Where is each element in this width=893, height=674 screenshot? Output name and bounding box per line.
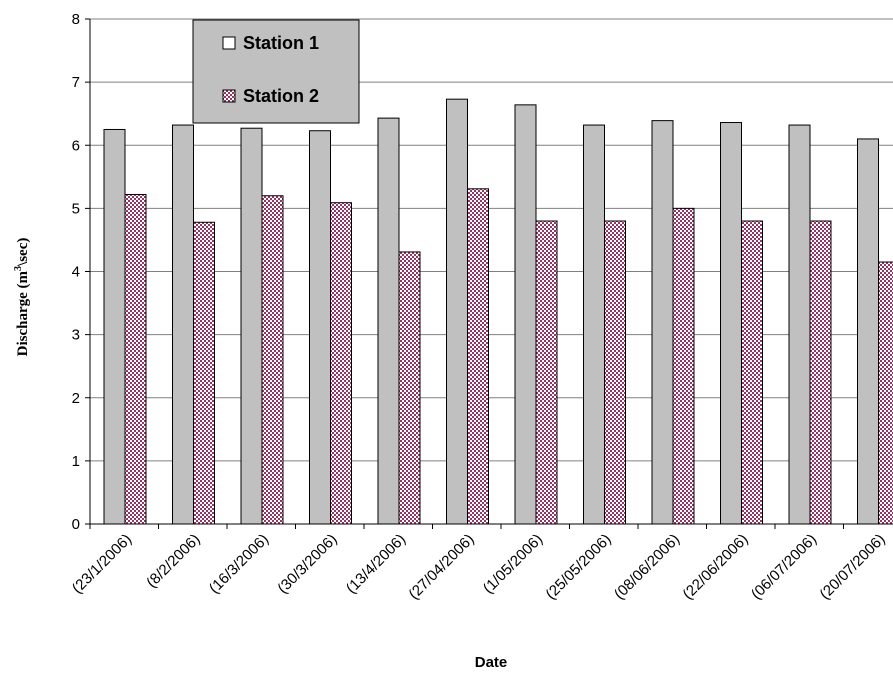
bar-station-1: [377, 117, 400, 525]
x-tick-label: (13/4/2006): [343, 531, 409, 597]
y-axis-label-tail: \sec): [15, 238, 31, 267]
legend-label-station-2: Station 2: [243, 86, 319, 106]
bar-station-1: [309, 130, 331, 525]
y-tick-label: 0: [72, 516, 80, 533]
bar-station-2: [398, 251, 421, 525]
bar-station-1: [172, 124, 194, 525]
x-tick-label: (08/06/2006): [611, 531, 683, 603]
bar-station-2: [193, 221, 215, 525]
bar-station-2: [809, 220, 832, 525]
x-tick-labels: (23/1/2006) (8/2/2006) (16/3/2006) (30/3/20…: [69, 531, 889, 603]
bar-station-2: [124, 193, 147, 525]
x-tick-label: (25/05/2006): [542, 531, 614, 603]
y-axis-label-superscript: 3: [13, 266, 24, 271]
x-tick-label: (06/07/2006): [748, 531, 820, 603]
bar-station-1: [240, 127, 263, 525]
bar-station-1: [514, 104, 537, 525]
y-axis-label-main: Discharge (m: [15, 270, 31, 356]
y-tick-label: 7: [72, 74, 80, 91]
axes: [85, 18, 893, 529]
bar-station-2: [604, 220, 626, 525]
y-tick-label: 2: [72, 390, 80, 407]
bar-station-1: [788, 124, 811, 525]
legend-swatch-station-1: [222, 36, 236, 50]
x-tick-label: (8/2/2006): [143, 531, 203, 591]
x-tick-label: (1/05/2006): [480, 531, 546, 597]
bar-station-1: [857, 138, 879, 525]
y-tick-label: 5: [72, 200, 80, 217]
bar-station-2: [330, 202, 352, 525]
bar-station-2: [535, 220, 558, 525]
legend-box: [192, 19, 360, 124]
y-tick-label: 8: [72, 11, 80, 28]
bar-station-2: [741, 220, 763, 525]
bar-station-1: [446, 98, 468, 525]
bar-station-1: [583, 124, 605, 525]
bar-station-1: [103, 128, 126, 525]
y-tick-label: 3: [72, 327, 80, 344]
legend-swatch-station-2: [222, 89, 236, 103]
bars: [103, 98, 893, 525]
bar-station-2: [261, 195, 284, 525]
x-tick-label: (16/3/2006): [206, 531, 272, 597]
bar-station-2: [878, 261, 893, 525]
y-tick-label: 6: [72, 137, 80, 154]
legend: Station 1 Station 2: [192, 19, 360, 124]
legend-label-station-1: Station 1: [243, 33, 319, 53]
y-axis-label: Discharge (m3\sec): [13, 238, 31, 357]
y-tick-labels: 0 1 2 3 4 5 6 7 8: [72, 11, 80, 533]
x-tick-label: (30/3/2006): [274, 531, 340, 597]
y-tick-label: 1: [72, 453, 80, 470]
bar-station-1: [651, 120, 674, 525]
x-axis-label: Date: [475, 654, 508, 671]
bar-station-2: [467, 188, 489, 525]
x-tick-label: (22/06/2006): [679, 531, 751, 603]
y-tick-label: 4: [72, 264, 80, 281]
bar-station-1: [720, 122, 742, 525]
bar-station-2: [672, 207, 695, 525]
x-tick-label: (20/07/2006): [816, 531, 888, 603]
x-tick-label: (23/1/2006): [69, 531, 135, 597]
x-tick-label: (27/04/2006): [405, 531, 477, 603]
